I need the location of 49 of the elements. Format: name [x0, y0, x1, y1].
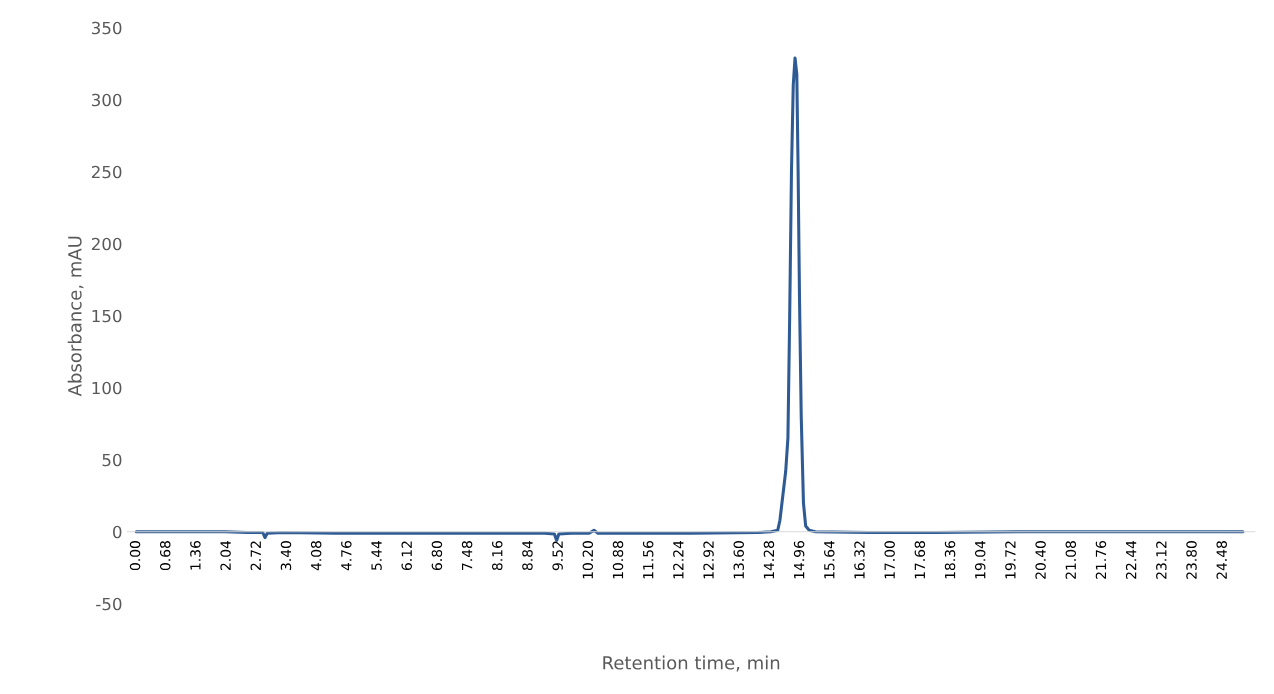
- x-tick-label: 12.92: [703, 541, 714, 579]
- x-axis-title: Retention time, min: [603, 655, 780, 672]
- y-tick-label: 150: [92, 309, 122, 323]
- x-tick-label: 6.12: [401, 541, 412, 571]
- x-tick-label: 19.72: [1005, 541, 1016, 579]
- x-tick-label: 24.48: [1216, 541, 1227, 579]
- x-tick-label: 21.08: [1065, 541, 1077, 579]
- y-tick-label: 200: [91, 237, 122, 251]
- y-tick-label: 300: [92, 93, 122, 107]
- x-tick-label: 11.56: [642, 540, 654, 579]
- x-tick-label: 23.12: [1156, 541, 1167, 579]
- x-tick-label: 10.88: [612, 541, 624, 579]
- x-tick-label: 2.72: [250, 541, 261, 571]
- y-tick-label: 0: [113, 525, 122, 539]
- x-tick-label: 21.76: [1095, 540, 1107, 579]
- x-tick-label: 20.40: [1035, 541, 1046, 579]
- y-axis-title: Absorbance, mAU: [67, 236, 84, 397]
- x-tick-label: 5.44: [371, 540, 382, 570]
- x-tick-label: 4.08: [310, 541, 322, 571]
- x-tick-label: 15.64: [824, 540, 835, 579]
- x-tick-label: 19.04: [974, 540, 986, 579]
- x-tick-label: 16.32: [854, 541, 865, 579]
- x-tick-label: 8.16: [492, 540, 503, 571]
- x-tick-label: 0.00: [129, 541, 141, 571]
- x-tick-label: 22.44: [1125, 540, 1137, 579]
- x-tick-label: 4.76: [341, 540, 352, 571]
- y-tick-label: 250: [91, 165, 122, 179]
- x-tick-label: 14.28: [763, 541, 775, 579]
- x-tick-label: 18.36: [944, 540, 956, 579]
- x-tick-label: 14.96: [793, 540, 805, 579]
- x-tick-label: 2.04: [220, 540, 231, 571]
- line-series: [134, 56, 1245, 542]
- x-tick-label: 12.24: [673, 540, 684, 579]
- x-tick-label: 9.52: [552, 541, 563, 571]
- x-tick-label: 3.40: [280, 541, 292, 570]
- x-tick-label: 17.68: [914, 541, 926, 579]
- x-tick-label: 10.20: [582, 541, 594, 579]
- y-tick-label: 350: [92, 21, 122, 35]
- x-tick-label: 8.84: [522, 540, 533, 571]
- x-tick-label: 7.48: [461, 541, 473, 570]
- x-tick-label: 1.36: [190, 540, 201, 570]
- x-tick-label: 0.68: [159, 541, 171, 571]
- y-tick-label: -50: [96, 597, 122, 611]
- x-tick-label: 6.80: [431, 541, 443, 571]
- x-tick-label: 23.80: [1186, 541, 1197, 579]
- x-tick-label: 13.60: [733, 541, 744, 579]
- y-tick-label: 50: [102, 453, 122, 467]
- x-tick-label: 17.00: [884, 541, 895, 579]
- y-tick-label: 100: [92, 381, 122, 395]
